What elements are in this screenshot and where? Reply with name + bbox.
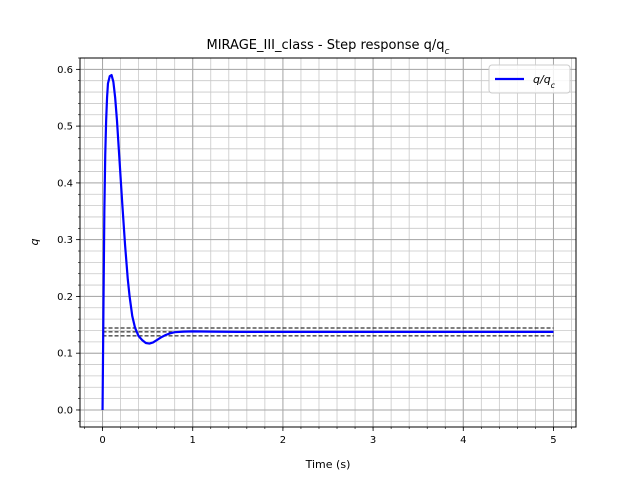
series-line: [101, 73, 554, 410]
x-tick-label: 0: [99, 435, 105, 446]
x-tick-label: 4: [460, 435, 466, 446]
y-tick-label: 0.2: [57, 292, 73, 303]
y-tick-label: 0.4: [57, 178, 73, 189]
y-tick-label: 0.5: [57, 122, 73, 133]
x-tick-label: 2: [280, 435, 286, 446]
y-axis-ticks: 0.0 0.1 0.2 0.3 0.4 0.5 0.6: [57, 57, 80, 422]
plot-frame: [79, 57, 577, 428]
series-layer: [101, 73, 554, 410]
x-tick-label: 1: [190, 435, 196, 446]
legend: q/qc: [488, 64, 571, 94]
chart-title: MIRAGE_III_class - Step response q/qc: [207, 38, 450, 57]
y-tick-label: 0.3: [57, 235, 73, 246]
x-tick-label: 3: [370, 435, 376, 446]
y-axis-label: q: [28, 238, 41, 245]
x-axis-label: Time (s): [305, 458, 351, 471]
x-axis-ticks: 0 1 2 3 4 5: [84, 427, 572, 446]
x-tick-label: 5: [550, 435, 556, 446]
legend-box: [488, 64, 571, 94]
legend-label: q/qc: [533, 73, 556, 90]
y-tick-label: 0.1: [57, 349, 73, 360]
y-tick-label: 0.0: [57, 405, 73, 416]
y-tick-label: 0.6: [57, 65, 73, 76]
